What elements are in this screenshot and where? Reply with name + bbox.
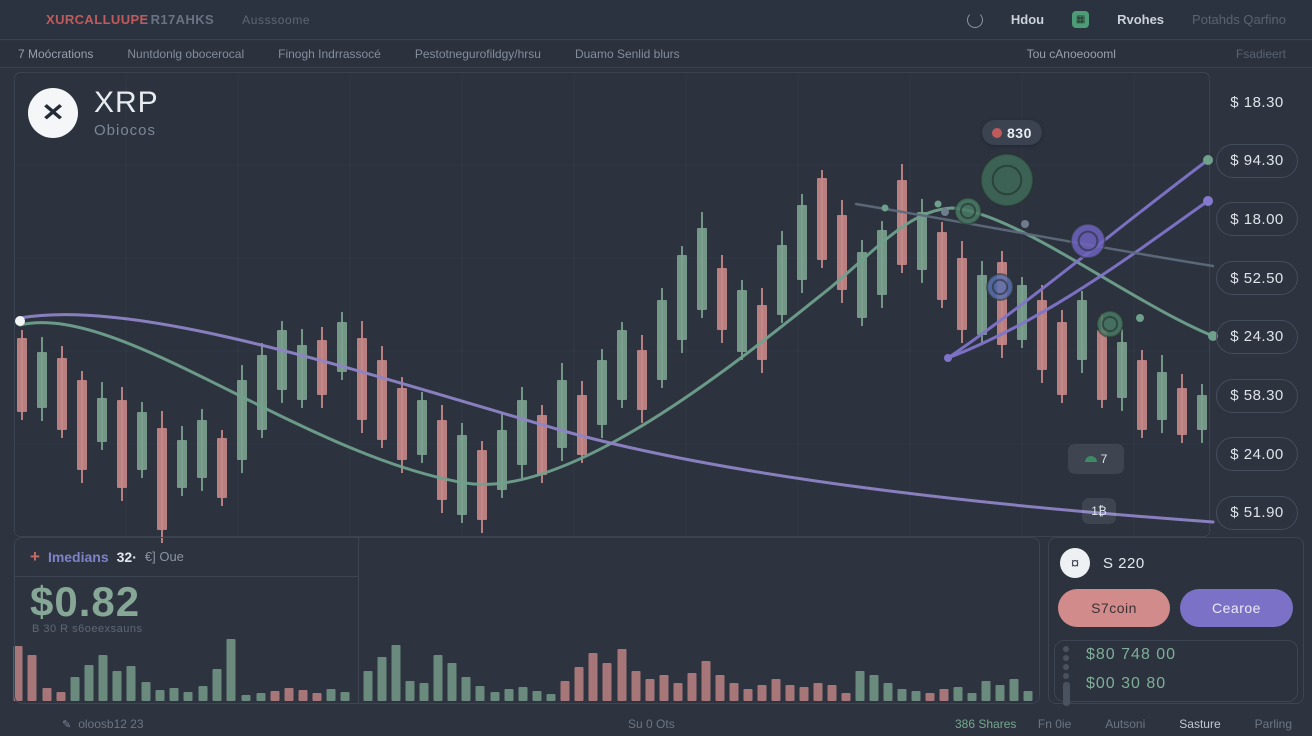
asset-symbol: XRP bbox=[94, 86, 159, 119]
wallet-icon[interactable]: ▦ bbox=[1072, 11, 1090, 28]
price-subtitle: B 30 R s6oeexsauns bbox=[32, 623, 143, 635]
status-right-item-0[interactable]: Fn 0ie bbox=[1037, 717, 1072, 731]
price-label-7: $ 51.90 bbox=[1216, 495, 1298, 530]
total-value-1: $80 748 00 bbox=[1086, 646, 1177, 663]
xrp-logo-icon: ✕ bbox=[28, 87, 78, 138]
nav-item-2[interactable]: Potahds Qarfino bbox=[1192, 12, 1286, 27]
add-indicator-icon[interactable]: + bbox=[30, 546, 40, 566]
bottom-chart-panel bbox=[14, 537, 1040, 704]
status-right-item-2[interactable]: Sasture bbox=[1179, 717, 1221, 731]
indicator-value: 32· bbox=[116, 548, 137, 565]
status-center-text: Su 0 Ots bbox=[628, 717, 675, 731]
brand-primary: XURCALLUUPE bbox=[46, 12, 149, 27]
pencil-icon[interactable]: ✎ bbox=[62, 718, 72, 731]
subnav-right: Tou cAnoeoooml Fsadieert bbox=[1027, 47, 1286, 61]
status-right-item-1[interactable]: Autsoni bbox=[1105, 717, 1146, 731]
indicator-title[interactable]: Imedians bbox=[47, 548, 109, 565]
subnav-tab-4[interactable]: Duamo Senlid blurs bbox=[574, 47, 680, 61]
mini-badge-text: 1₿ bbox=[1091, 504, 1107, 518]
price-label-0: $ 18.30 bbox=[1230, 93, 1284, 111]
totals-box bbox=[1054, 640, 1298, 702]
chart-mini-badge-bottom: 1₿ bbox=[1082, 498, 1116, 524]
mini-badge-text: 7 bbox=[1100, 452, 1108, 466]
price-label-6: $ 24.00 bbox=[1216, 437, 1298, 472]
panel-divider bbox=[358, 537, 359, 704]
drag-handle[interactable] bbox=[1062, 646, 1070, 706]
annotation-dot-icon bbox=[992, 127, 1002, 138]
price-label-5: $ 58.30 bbox=[1216, 378, 1298, 413]
status-right-item-3[interactable]: Parling bbox=[1254, 717, 1292, 731]
asset-header: ✕ XRP Obiocos bbox=[28, 86, 159, 139]
price-label-4: $ 24.30 bbox=[1216, 319, 1298, 354]
balance-row: ¤ S 220 bbox=[1060, 548, 1145, 578]
price-label-1: $ 94.30 bbox=[1216, 143, 1298, 178]
subnav-tab-3[interactable]: Pestotnegurofildgy/hrsu bbox=[414, 47, 541, 61]
coin-icon: ¤ bbox=[1060, 548, 1090, 578]
top-header: XURCALLUUPE R17AHKS Ausssoome Hdou ▦ Rvo… bbox=[0, 0, 1312, 40]
status-right: Fn 0ie Autsoni Sasture Parling bbox=[1038, 717, 1292, 731]
indicator-menu[interactable]: €] Oue bbox=[144, 549, 184, 564]
badge-cap-icon bbox=[1084, 456, 1097, 462]
refresh-icon[interactable] bbox=[966, 11, 983, 28]
annotation-value: 830 bbox=[1007, 124, 1032, 141]
subnav-tab-0[interactable]: 7 Moócrations bbox=[18, 47, 94, 61]
nav-item-0[interactable]: Hdou bbox=[1010, 12, 1045, 27]
price-annotation-badge: 830 bbox=[982, 120, 1042, 145]
total-value-2: $00 30 80 bbox=[1086, 675, 1167, 692]
sell-button[interactable]: S7coin bbox=[1058, 589, 1170, 627]
brand-secondary: R17AHKS bbox=[150, 12, 215, 27]
price-label-2: $ 18.00 bbox=[1216, 202, 1298, 237]
change-button[interactable]: Cearoe bbox=[1180, 589, 1293, 627]
status-left-text: oloosb12 23 bbox=[78, 717, 144, 731]
nav-item-1[interactable]: Rvohes bbox=[1117, 12, 1165, 27]
current-price: $0.82 bbox=[30, 578, 141, 625]
brand-logo[interactable]: XURCALLUUPE R17AHKS Ausssoome bbox=[46, 12, 310, 27]
shares-count: 386 Shares bbox=[955, 717, 1017, 731]
indicator-panel-header: + Imedians 32· €] Oue bbox=[14, 537, 358, 577]
status-bar: ✎ oloosb12 23 Su 0 Ots 386 Shares Fn 0ie… bbox=[0, 712, 1312, 736]
header-actions: Hdou ▦ Rvohes Potahds Qarfino bbox=[966, 11, 1286, 28]
brand-tertiary: Ausssoome bbox=[242, 13, 311, 27]
subnav-tab-1[interactable]: Nuntdonlg obocerocal bbox=[127, 47, 245, 61]
chart-mini-badge-top: 7 bbox=[1068, 444, 1124, 474]
subnav-tab-2[interactable]: Finogh Indrrassocé bbox=[278, 47, 381, 61]
balance-amount: S 220 bbox=[1103, 554, 1145, 572]
asset-name: Obiocos bbox=[94, 122, 157, 139]
status-left: ✎ oloosb12 23 bbox=[62, 717, 144, 731]
subnav-right-item-1[interactable]: Fsadieert bbox=[1235, 47, 1286, 61]
price-label-3: $ 52.50 bbox=[1216, 261, 1298, 296]
subnav-right-item-0[interactable]: Tou cAnoeoooml bbox=[1026, 47, 1116, 61]
sub-navigation: 7 Moócrations Nuntdonlg obocerocal Finogh … bbox=[0, 41, 1312, 68]
